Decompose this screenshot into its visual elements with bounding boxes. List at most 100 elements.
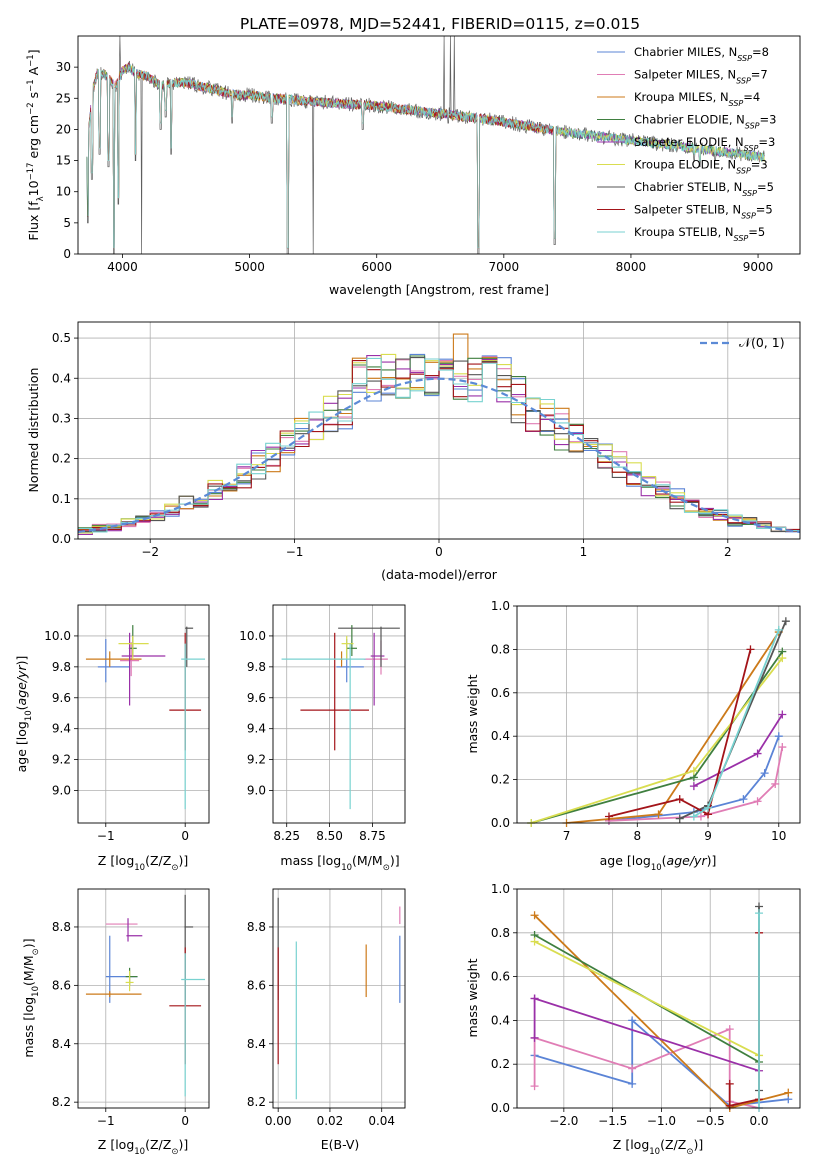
age_vs_Z-frame: [77, 604, 210, 824]
age-Z-xlabel: Z [log10(Z/Z⊙)]: [98, 853, 188, 873]
legend-label-part: SSP: [736, 76, 751, 85]
mass-weight-marker: [530, 1033, 539, 1042]
residuals-xlabel: (data-model)/error: [381, 567, 498, 582]
legend-label-part: =8: [752, 45, 769, 59]
legend-label-part: Salpeter MILES, N: [634, 68, 736, 82]
y-tick-label: 8.4: [247, 1037, 266, 1051]
legend-label-part: SSP: [745, 121, 760, 130]
y-tick-label: 0.5: [52, 331, 71, 345]
age-mass-xlabel: mass [log10(M/M⊙)]: [280, 853, 399, 873]
y-tick-label: 8.6: [247, 978, 266, 992]
spectrum-ylabel-part: erg cm: [26, 115, 41, 163]
mass-Z-xlabel-part: (Z/Z: [145, 1137, 171, 1152]
mass-weight-marker: [778, 710, 787, 719]
mass-weight-marker: [530, 1082, 539, 1091]
legend-label-part: SSP: [737, 54, 752, 63]
mw-age-xlabel-part: age [log: [600, 853, 651, 868]
y-tick-label: 0.0: [491, 1101, 510, 1115]
age-Z-ylabel-part: )]: [14, 656, 29, 666]
x-tick-label: 8.25: [273, 829, 300, 843]
y-tick-label: 0.8: [491, 642, 510, 656]
spectrum-ylabel-part: ]: [26, 49, 41, 54]
spectrum-ylabel-part: −17: [26, 162, 36, 180]
residuals-ylabel: Normed distribution: [26, 368, 41, 493]
x-tick-label: 0.00: [265, 1114, 292, 1128]
legend-label-part: =7: [751, 68, 768, 82]
mass_weight_vs_age-axes: 7 8 9 10 0.0 0.2 0.4 0.6 0.8 1.0: [491, 599, 800, 843]
y-tick-label: 9.4: [247, 722, 266, 736]
y-tick-label: 0.3: [52, 411, 71, 425]
mass-weight-marker: [746, 645, 755, 654]
y-tick-label: 0.4: [491, 729, 510, 743]
mass-weight-marker: [628, 1016, 637, 1025]
y-tick-label: 9.6: [247, 691, 266, 705]
mass-weight-marker: [530, 937, 539, 946]
legend-normal-label: 𝒩(0, 1): [739, 335, 785, 350]
mw-age-xlabel-part: (: [662, 853, 667, 868]
x-tick-label: 8.50: [316, 829, 343, 843]
x-tick-label: 10: [771, 829, 786, 843]
mass-Z-xlabel-part: )]: [178, 1137, 188, 1152]
mass-Z-ylabel-part: (M/M: [21, 955, 36, 986]
spectrum-line-2: [87, 64, 558, 249]
legend-label-part: Salpeter STELIB, N: [634, 203, 741, 217]
x-tick-label: 9000: [743, 260, 774, 274]
y-tick-label: 9.8: [52, 660, 71, 674]
x-tick-label: −1.5: [598, 1114, 627, 1128]
age-Z-xlabel-part: )]: [178, 853, 188, 868]
legend-label-part: Kroupa STELIB, N: [634, 225, 734, 239]
mass-weight-marker: [530, 994, 539, 1003]
x-tick-label: −1: [286, 545, 304, 559]
x-tick-label: 8: [633, 829, 641, 843]
y-tick-label: 8.8: [52, 920, 71, 934]
age_vs_mass-axes: 8.25 8.50 8.75 9.0 9.2 9.4 9.6 9.8 10.0: [239, 605, 405, 843]
age-mass-xlabel-part: ⊙: [383, 863, 390, 873]
y-tick-label: 0.1: [52, 492, 71, 506]
legend-label-part: SSP: [736, 166, 751, 175]
x-tick-label: −2: [141, 545, 159, 559]
mass-weight-line-2: [533, 914, 789, 1108]
mass-Z-xlabel-part: 10: [134, 1147, 145, 1157]
mw-Z-xlabel-part: 10: [649, 1147, 660, 1157]
y-tick-label: 0.6: [491, 970, 510, 984]
x-tick-label: −2.0: [549, 1114, 578, 1128]
y-tick-label: 0.4: [52, 371, 71, 385]
mass-weight-marker: [689, 766, 698, 775]
x-tick-label: −1.0: [647, 1114, 676, 1128]
spectrum-ylabel-part: λ: [36, 196, 46, 201]
legend-label-part: =3: [751, 158, 768, 172]
x-tick-label: 0.02: [317, 1114, 344, 1128]
x-tick-label: 8000: [616, 260, 647, 274]
mw-age-xlabel-part: 10: [651, 863, 662, 873]
y-tick-label: 10: [56, 185, 71, 199]
mass-weight-line-1: [533, 1027, 760, 1108]
mass-weight-marker: [628, 1064, 637, 1073]
legend-label: Chabrier ELODIE, NSSP=3: [634, 113, 776, 131]
mass-weight-marker: [760, 769, 769, 778]
spectrum-xlabel: wavelength [Angstrom, rest frame]: [329, 282, 549, 297]
mass-weight-line-4: [693, 714, 784, 787]
mass-weight-line-8: [693, 629, 780, 818]
mw-Z-xlabel-part: )]: [693, 1137, 703, 1152]
mass_vs_ebv-axes: 0.00 0.02 0.04 8.2 8.4 8.6 8.8: [247, 889, 405, 1128]
legend-label-part: SSP: [744, 144, 759, 153]
legend-label-part: Salpeter ELODIE, N: [634, 135, 744, 149]
y-tick-label: 1.0: [491, 599, 510, 613]
y-tick-label: 9.8: [247, 660, 266, 674]
spectrum-frame: [77, 35, 801, 255]
mass_weight_vs_Z-axes: −2.0 −1.5 −1.0 −0.5 0.0 0.0 0.2 0.4 0.6 0.8 1.0: [491, 882, 800, 1128]
age-Z-xlabel-part: (Z/Z: [145, 853, 171, 868]
legend-label-part: SSP: [741, 211, 756, 220]
legend-label-part: Kroupa ELODIE, N: [634, 158, 736, 172]
age_vs_mass-frame: [272, 604, 406, 824]
age-mass-xlabel-part: )]: [390, 853, 400, 868]
x-tick-label: 0: [435, 545, 443, 559]
spectrum-line-8: [87, 63, 765, 249]
mass-weight-marker: [689, 812, 698, 821]
x-tick-label: 1: [580, 545, 588, 559]
mass-weight-marker: [753, 749, 762, 758]
mass-Z-ylabel: mass [log10(M/M⊙)]: [21, 938, 41, 1057]
y-tick-label: 10.0: [44, 629, 71, 643]
figure-title: PLATE=0978, MJD=52441, FIBERID=0115, z=0…: [240, 15, 640, 33]
